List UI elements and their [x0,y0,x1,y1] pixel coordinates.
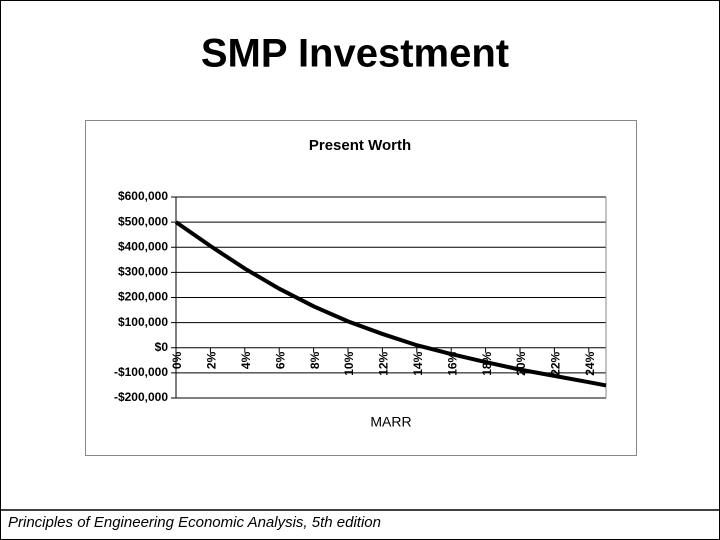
footer: Principles of Engineering Economic Analy… [8,514,381,531]
x-tick-label: 4% [239,351,253,369]
y-tick-label: $100,000 [118,315,168,329]
x-tick-label: 16% [445,351,459,375]
x-tick-label: 10% [342,351,356,375]
x-tick-label: 0% [170,351,184,369]
x-tick-label: 24% [583,351,597,375]
x-tick-label: 2% [205,351,219,369]
y-tick-label: -$100,000 [114,365,168,379]
y-tick-label: $400,000 [118,239,168,253]
chart-frame [85,120,637,456]
chart-title: Present Worth [309,137,411,154]
y-tick-label: $200,000 [118,290,168,304]
y-tick-label: $0 [155,340,169,354]
x-tick-label: 6% [273,351,287,369]
y-tick-label: $600,000 [118,189,168,203]
slide-title: SMP Investment [201,32,509,76]
x-tick-label: 12% [377,351,391,375]
x-tick-label: 14% [411,351,425,375]
x-tick-label: 22% [549,351,563,375]
y-tick-label: $300,000 [118,265,168,279]
data-line [174,220,607,388]
x-axis-label: MARR [370,414,411,430]
y-tick-label: -$200,000 [114,390,168,404]
x-tick-label: 8% [308,351,322,369]
y-tick-label: $500,000 [118,214,168,228]
